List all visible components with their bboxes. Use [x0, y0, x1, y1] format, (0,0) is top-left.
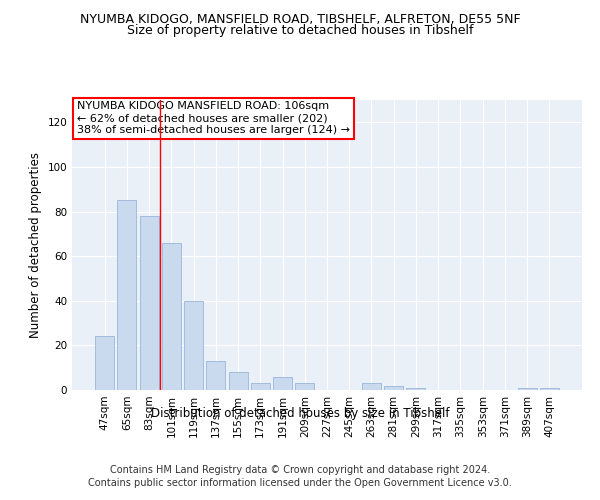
Bar — [140, 216, 158, 390]
Bar — [162, 243, 181, 390]
Bar — [229, 372, 248, 390]
Bar — [518, 388, 536, 390]
Bar — [184, 301, 203, 390]
Text: Contains public sector information licensed under the Open Government Licence v3: Contains public sector information licen… — [88, 478, 512, 488]
Y-axis label: Number of detached properties: Number of detached properties — [29, 152, 42, 338]
Bar — [406, 388, 425, 390]
Bar — [295, 384, 314, 390]
Text: NYUMBA KIDOGO, MANSFIELD ROAD, TIBSHELF, ALFRETON, DE55 5NF: NYUMBA KIDOGO, MANSFIELD ROAD, TIBSHELF,… — [80, 12, 520, 26]
Text: Size of property relative to detached houses in Tibshelf: Size of property relative to detached ho… — [127, 24, 473, 37]
Bar — [95, 336, 114, 390]
Bar — [540, 388, 559, 390]
Bar — [362, 384, 381, 390]
Bar — [118, 200, 136, 390]
Text: NYUMBA KIDOGO MANSFIELD ROAD: 106sqm
← 62% of detached houses are smaller (202)
: NYUMBA KIDOGO MANSFIELD ROAD: 106sqm ← 6… — [77, 102, 350, 134]
Bar — [206, 361, 225, 390]
Bar — [273, 376, 292, 390]
Text: Contains HM Land Registry data © Crown copyright and database right 2024.: Contains HM Land Registry data © Crown c… — [110, 465, 490, 475]
Bar — [384, 386, 403, 390]
Text: Distribution of detached houses by size in Tibshelf: Distribution of detached houses by size … — [151, 408, 449, 420]
Bar — [251, 384, 270, 390]
